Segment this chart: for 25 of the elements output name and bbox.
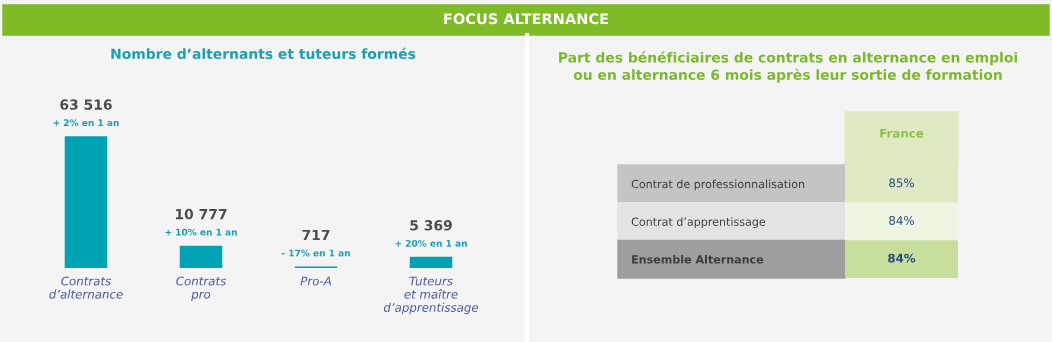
bar [179, 245, 223, 268]
data-label: 10 777 [175, 208, 227, 220]
x-tick-label: Contrats d’alternance [49, 276, 123, 299]
category-label: Contrat de professionnalisation [631, 179, 805, 191]
x-tick-label: Tuteurs et maître d’apprentissage [383, 276, 479, 315]
bar [409, 256, 453, 268]
category-label: France [880, 128, 924, 138]
text: Part des bénéficiaires de contrats en alternance en emploi ou en alternance 6 mois après leur sortie de formation [559, 51, 1017, 83]
data-label: 717 [302, 229, 330, 241]
text: 84% [888, 253, 916, 263]
text: 84% [889, 216, 914, 225]
text: FOCUS ALTERNANCE [444, 13, 609, 25]
annotation: + 20% en 1 an [395, 239, 467, 247]
data-label: 63 516 [60, 99, 112, 110]
text: 85% [889, 178, 914, 188]
data-label: 5 369 [410, 220, 452, 231]
chart-subtitle: Nombre d’alternants et tuteurs formés [111, 47, 416, 60]
annotation: + 10% en 1 an [165, 228, 237, 236]
category-label: Contrat d’apprentissage [631, 217, 766, 229]
annotation: + 2% en 1 an [53, 119, 119, 127]
x-tick-label: Pro-A [300, 276, 331, 286]
x-tick-label: Contrats pro [176, 276, 226, 301]
bar [64, 136, 108, 268]
annotation: - 17% en 1 an [281, 249, 350, 257]
category-label: Ensemble Alternance [632, 254, 764, 264]
